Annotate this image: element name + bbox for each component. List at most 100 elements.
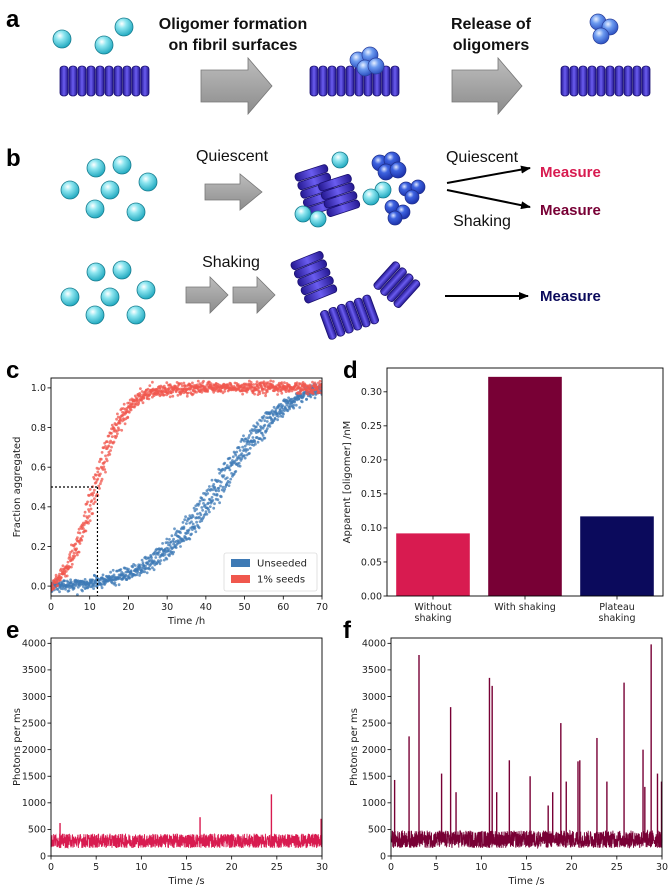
data-point xyxy=(110,431,113,435)
data-point xyxy=(251,391,255,395)
data-point xyxy=(64,585,68,588)
data-point xyxy=(196,383,199,387)
data-point xyxy=(117,428,121,432)
data-point xyxy=(247,386,251,390)
data-point xyxy=(255,384,259,388)
data-point xyxy=(147,560,151,563)
data-point xyxy=(295,387,299,390)
data-point xyxy=(195,385,199,389)
data-point xyxy=(309,395,313,399)
data-point xyxy=(105,440,109,443)
data-point xyxy=(202,498,206,502)
data-point xyxy=(212,483,216,486)
data-point xyxy=(90,499,94,502)
data-point xyxy=(260,438,264,442)
data-point xyxy=(76,593,79,596)
data-point xyxy=(113,581,117,585)
data-point xyxy=(193,390,197,394)
data-point xyxy=(248,434,251,437)
data-point xyxy=(127,410,131,414)
chart-c: 0 10 20 30 40 50 60 70 0.0 0.2 0.4 0.6 0.8 1.0 Time /h… xyxy=(12,377,328,627)
data-point xyxy=(192,384,196,387)
data-point xyxy=(201,508,205,512)
y-tick-label: 0.10 xyxy=(361,523,382,534)
data-point xyxy=(82,585,85,589)
data-point xyxy=(288,407,291,411)
y-tick-label: 2500 xyxy=(362,718,386,729)
data-point xyxy=(245,390,249,394)
data-point xyxy=(198,499,202,503)
data-point xyxy=(223,468,227,472)
bar xyxy=(580,516,654,596)
data-point xyxy=(158,394,162,398)
data-point xyxy=(151,395,154,399)
data-point xyxy=(237,383,240,386)
data-point xyxy=(145,388,148,392)
fibril-a3 xyxy=(560,65,651,97)
y-axis-label: Fraction aggregated xyxy=(12,437,23,538)
data-point xyxy=(250,385,254,389)
arrow-b1 xyxy=(204,173,263,211)
data-point xyxy=(260,431,263,435)
data-point xyxy=(147,557,151,560)
data-point xyxy=(136,571,140,574)
data-point xyxy=(207,508,211,511)
data-point xyxy=(139,387,142,390)
data-point xyxy=(187,383,191,387)
monomer-sphere xyxy=(294,205,312,223)
data-point xyxy=(65,574,69,578)
data-point xyxy=(98,460,101,464)
data-point xyxy=(175,381,179,384)
fibril-subunit xyxy=(386,273,414,302)
data-point xyxy=(263,419,267,422)
data-point xyxy=(118,421,122,425)
data-point xyxy=(99,583,103,587)
y-tick-label: 1000 xyxy=(362,798,386,809)
data-point xyxy=(271,380,275,383)
data-point xyxy=(218,501,222,505)
data-point xyxy=(94,581,98,585)
data-point xyxy=(208,485,211,488)
step1-line2: on fibril surfaces xyxy=(169,37,298,54)
x-tick-label: 0 xyxy=(388,862,394,873)
oligomer-sphere xyxy=(367,57,385,75)
data-point xyxy=(114,583,118,587)
data-point xyxy=(204,387,208,391)
data-point xyxy=(188,537,192,541)
measure-label-2: Measure xyxy=(540,202,601,219)
fibril-subunit xyxy=(614,65,624,97)
x-tick-label: With shaking xyxy=(494,602,556,613)
x-tick-label: 10 xyxy=(475,862,487,873)
data-point xyxy=(242,385,245,389)
data-point xyxy=(93,500,97,504)
data-point xyxy=(182,539,186,543)
data-point xyxy=(139,398,143,402)
y-axis-label: Photons per ms xyxy=(12,708,23,786)
fibril-subunit xyxy=(323,191,358,209)
data-point xyxy=(77,550,81,554)
trace-baseline xyxy=(390,829,663,849)
data-point xyxy=(89,507,93,511)
data-point xyxy=(167,383,170,387)
data-point xyxy=(131,565,135,569)
data-point xyxy=(277,415,280,418)
data-point xyxy=(83,587,87,590)
data-point xyxy=(277,389,280,393)
data-point xyxy=(120,570,124,574)
panel-c: c 0 10 20 30 40 50 60 70 0.0 0.2 0.4 0.6 0.8 1.0 Time … xyxy=(6,357,328,627)
arrow-b2b xyxy=(232,276,276,314)
data-point xyxy=(273,417,277,420)
x-tick-label: 50 xyxy=(239,602,251,613)
data-point xyxy=(149,555,153,558)
data-point xyxy=(169,391,173,395)
fibril-subunit xyxy=(293,259,328,279)
data-point xyxy=(254,425,258,429)
y-tick-label: 3500 xyxy=(362,665,386,676)
data-point xyxy=(318,386,322,390)
data-point xyxy=(300,382,304,385)
data-point xyxy=(317,390,321,394)
fibril-subunit xyxy=(641,65,651,97)
data-point xyxy=(240,457,244,460)
data-point xyxy=(94,473,98,477)
fibril-subunit xyxy=(380,267,407,296)
